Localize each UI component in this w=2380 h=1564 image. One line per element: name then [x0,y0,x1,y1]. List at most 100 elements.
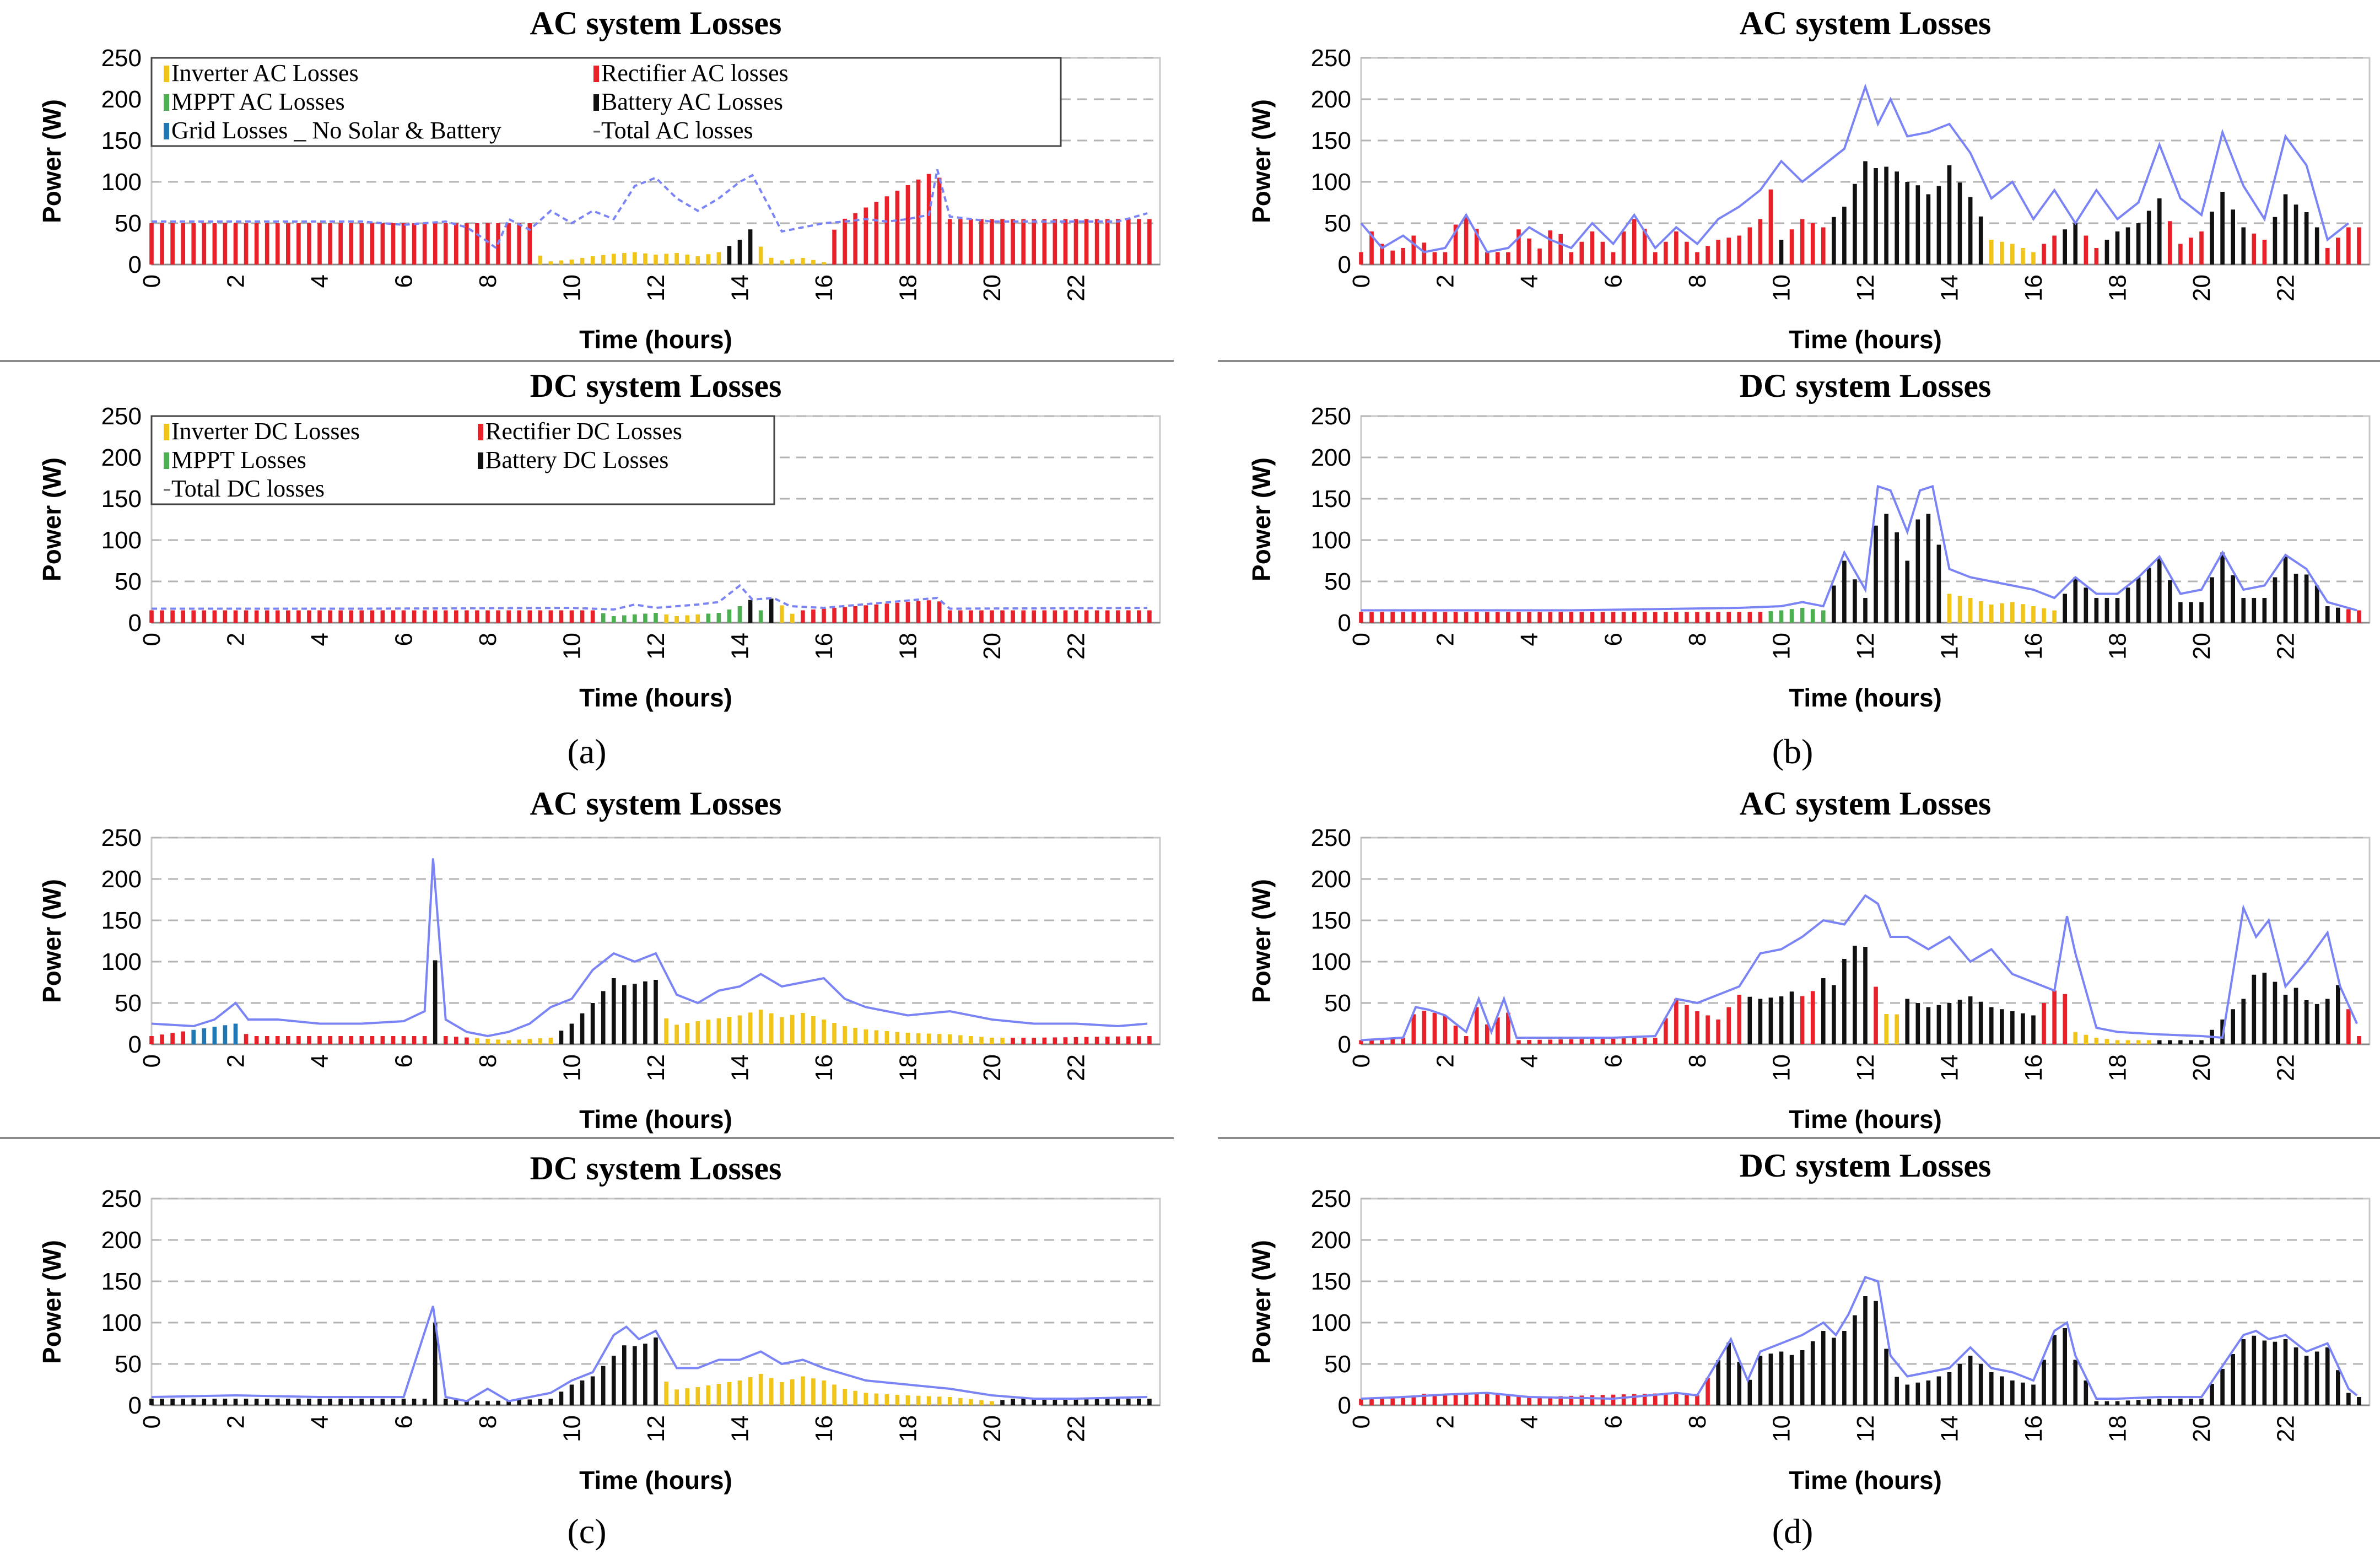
bar-battery [1863,947,1868,1044]
bar-rectifier [2199,231,2204,265]
bar-battery [496,1400,500,1405]
bar-inverter [1978,601,1983,623]
x-tick-label: 4 [306,274,333,288]
bar-rectifier [1464,1394,1469,1405]
bar-inverter [695,1387,700,1405]
y-tick-label: 200 [1311,86,1351,113]
bar-rectifier [2346,1009,2351,1044]
y-tick-label: 0 [128,610,142,637]
bar-battery [2189,1399,2193,1405]
bar-rectifier [1706,612,1710,623]
bar-battery [475,1400,479,1405]
bar-battery [160,1399,164,1405]
bar-inverter [801,1013,805,1044]
bar-battery [737,240,742,265]
bar-battery [2283,995,2288,1044]
bar-inverter [926,1396,931,1405]
x-tick-label: 8 [1684,1415,1711,1428]
bar-rectifier [475,223,479,265]
bar-battery [611,1356,616,1405]
x-tick-label: 12 [1852,633,1879,660]
bar-battery [2178,1399,2183,1405]
bar-mppt [643,613,647,623]
bar-rectifier [1453,1395,1458,1405]
bar-rectifier [160,223,164,265]
bar-rectifier [1548,230,1552,265]
bar-inverter [2115,1040,2120,1044]
bar-rectifier [1758,612,1763,623]
bar-battery [1957,1364,1962,1405]
bar-inverter [895,1394,900,1405]
x-tick-label: 2 [1432,1415,1459,1428]
bar-battery [1989,1372,1994,1405]
bar-rectifier [916,179,921,265]
y-tick-label: 150 [1311,127,1351,154]
bar-rectifier [401,1036,406,1044]
bar-rectifier [1084,1037,1089,1044]
bar-battery [601,1366,606,1405]
bar-battery [2146,211,2151,265]
bar-battery [1084,1399,1089,1405]
bar-inverter [2000,603,2004,623]
bar-rectifier [391,1036,396,1044]
bar-grid [212,1027,217,1044]
bar-battery [590,1003,595,1044]
bar-rectifier [412,610,417,623]
bar-inverter [990,1401,994,1405]
x-tick-label: 6 [391,1054,418,1067]
y-tick-label: 250 [101,824,142,851]
chart-a-dc: DC system Losses 0 50 100 150 200 250 0 2 4 6 8 10 12… [37,368,1161,712]
bar-inverter [1947,594,1952,623]
x-tick-label: 4 [1516,1415,1543,1428]
x-tick-label: 8 [474,274,501,288]
y-tick-label: 0 [1338,1392,1351,1419]
bar-inverter [664,1018,668,1044]
bar-rectifier [1401,1397,1406,1405]
x-tick-label: 2 [1432,633,1459,646]
x-tick-label: 2 [223,1415,250,1428]
bar-rectifier [370,1036,375,1044]
bar-inverter [559,260,564,265]
bar-rectifier [1821,227,1826,265]
bar-rectifier [1147,1036,1152,1044]
bar-inverter [884,1031,889,1044]
y-tick-label: 150 [101,486,142,513]
legend-label: Total AC losses [601,117,753,144]
bar-rectifier [328,1036,332,1044]
bar-inverter [758,1010,763,1044]
bar-rectifier [1664,1393,1668,1405]
bar-rectifier [937,601,942,623]
bar-rectifier [569,610,574,623]
bar-rectifier [1137,219,1141,265]
bar-battery [1073,1399,1078,1405]
bar-battery [1832,585,1836,623]
bar-battery [1789,1355,1794,1405]
bar-rectifier [212,610,217,623]
bar-rectifier [947,610,952,623]
bar-rectifier [1380,244,1384,265]
bar-inverter [548,1038,553,1044]
bar-battery [149,1399,154,1405]
bar-inverter [685,255,689,265]
y-tick-label: 50 [115,990,142,1017]
bar-rectifier [1000,610,1005,623]
bar-inverter [990,1038,994,1044]
bar-grid [202,1028,207,1044]
bar-battery [1926,514,1931,623]
bar-battery [1863,1296,1868,1405]
x-tick-label: 2 [223,1054,250,1067]
bar-battery [2125,227,2130,265]
bar-rectifier [223,223,228,265]
total-losses-line [1361,894,2358,1042]
bar-battery [601,991,606,1044]
bar-rectifier [1695,1395,1699,1405]
x-tick-label: 10 [1768,274,1795,301]
x-tick-label: 4 [1516,633,1543,646]
bar-battery [307,1399,311,1405]
x-tick-label: 6 [1600,274,1627,288]
bar-rectifier [359,610,364,623]
bar-battery [2146,568,2151,623]
bar-rectifier [1053,219,1057,265]
bar-rectifier [296,1036,301,1044]
bar-rectifier [1464,612,1469,623]
